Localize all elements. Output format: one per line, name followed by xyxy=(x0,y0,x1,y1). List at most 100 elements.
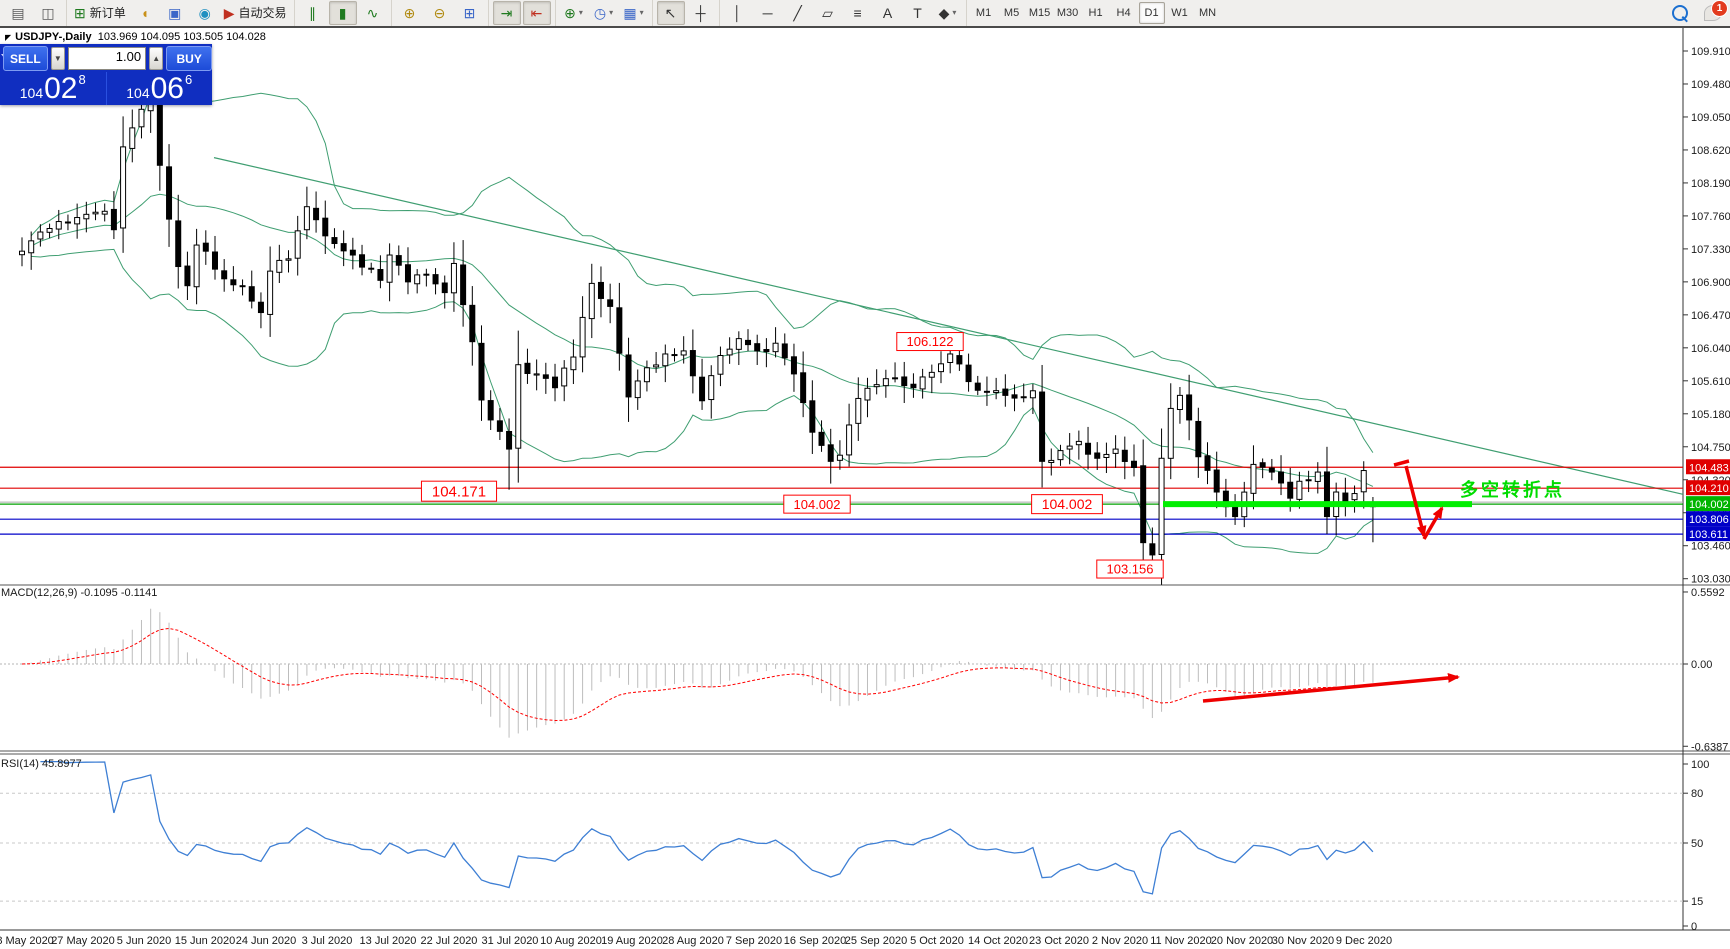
price-annotation-box[interactable]: 104.002 xyxy=(783,494,851,514)
svg-text:104.002: 104.002 xyxy=(794,497,841,512)
svg-text:31 Jul 2020: 31 Jul 2020 xyxy=(482,935,539,947)
templates-icon[interactable]: ▦ ▾ xyxy=(623,5,644,21)
svg-text:18 May 2020: 18 May 2020 xyxy=(0,935,54,947)
svg-text:107.330: 107.330 xyxy=(1691,244,1730,256)
svg-text:104.002: 104.002 xyxy=(1042,496,1093,512)
vertical-line-icon[interactable]: │ xyxy=(733,5,742,21)
zoom-out-icon[interactable]: ⊖ xyxy=(433,5,446,21)
crosshair-icon[interactable]: ┼ xyxy=(695,5,706,21)
volume-increase-button[interactable]: ▲ xyxy=(149,47,164,70)
data-window-icon[interactable]: ◫ xyxy=(41,5,55,21)
toolbar: ▤ ◫ ⊞ 新订单 ◖ ▣ ◉ ▶ 自动交易 ∥ ▮ ∿ ⊕ ⊖ ⊞ ⇥ ⇤ ⊕ ▾ ◷ ▾ ▦ ▾ ↖ ┼ │ ─ ╱ ▱ ≡ A T ◆ ▾ M… xyxy=(0,0,1730,28)
price-annotation-box[interactable]: 106.122 xyxy=(896,332,964,352)
timeframe-button-mn[interactable]: MN xyxy=(1198,7,1217,19)
rsi-line xyxy=(40,760,1374,895)
svg-text:109.050: 109.050 xyxy=(1691,112,1730,124)
equidistant-channel-icon[interactable]: ▱ xyxy=(822,5,833,21)
red-arrow-annotations[interactable] xyxy=(1202,459,1460,703)
svg-text:15: 15 xyxy=(1691,896,1703,908)
svg-text:5 Jun 2020: 5 Jun 2020 xyxy=(117,935,171,947)
timeframe-button-h1[interactable]: H1 xyxy=(1088,7,1103,19)
chart-symbol-label: USDJPY-,Daily xyxy=(15,31,92,43)
svg-text:16 Sep 2020: 16 Sep 2020 xyxy=(784,935,846,947)
price-annotation-box[interactable]: 104.002 xyxy=(1031,494,1103,515)
zoom-in-icon[interactable]: ⊕ xyxy=(403,5,416,21)
sell-price[interactable]: 104 02 8 xyxy=(0,72,107,105)
sell-button[interactable]: SELL xyxy=(3,46,48,71)
chart-title: ◤ USDJPY-,Daily 103.969 104.095 103.505 1… xyxy=(5,31,266,43)
svg-text:104.171: 104.171 xyxy=(432,484,486,501)
timeframe-button-m5[interactable]: M5 xyxy=(1003,7,1020,19)
notification-badge: 1 xyxy=(1711,0,1728,17)
svg-text:105.610: 105.610 xyxy=(1691,376,1730,388)
expert-advisors-icon[interactable]: ▣ xyxy=(168,5,182,21)
buy-price[interactable]: 104 06 6 xyxy=(126,72,193,105)
horizontal-line-icon[interactable]: ─ xyxy=(762,5,773,21)
new-order-button[interactable]: ⊞ 新订单 xyxy=(74,5,126,21)
notification-icon[interactable]: 1 xyxy=(1704,0,1728,21)
price-annotation-box[interactable]: 103.156 xyxy=(1096,559,1164,579)
periods-icon[interactable]: ◷ ▾ xyxy=(593,5,614,21)
text-icon[interactable]: A xyxy=(882,5,893,21)
bollinger-bands xyxy=(30,92,1374,554)
arrows-icon[interactable]: ◆ ▾ xyxy=(938,5,957,21)
alerts-icon[interactable]: ◖ xyxy=(140,5,149,21)
svg-text:2 Nov 2020: 2 Nov 2020 xyxy=(1092,935,1148,947)
svg-text:104.002: 104.002 xyxy=(1689,499,1729,511)
volume-input[interactable]: 1.00 xyxy=(68,47,147,70)
chart-shift-icon[interactable]: ⇤ xyxy=(522,1,551,25)
volume-decrease-button[interactable]: ▼ xyxy=(50,47,65,70)
tile-windows-icon[interactable]: ⊞ xyxy=(463,5,476,21)
svg-text:106.040: 106.040 xyxy=(1691,343,1730,355)
svg-text:108.620: 108.620 xyxy=(1691,145,1730,157)
chart-ohlc-values: 103.969 104.095 103.505 104.028 xyxy=(97,31,266,43)
svg-text:107.760: 107.760 xyxy=(1691,211,1730,223)
price-annotation-box[interactable]: 104.171 xyxy=(420,480,498,502)
timeframe-button-w1[interactable]: W1 xyxy=(1171,7,1188,19)
svg-text:106.122: 106.122 xyxy=(907,334,954,349)
auto-trading-button[interactable]: ▶ 自动交易 xyxy=(223,5,287,21)
candlestick-chart-icon[interactable]: ▮ xyxy=(328,1,357,25)
svg-text:27 May 2020: 27 May 2020 xyxy=(51,935,115,947)
timeframe-button-m15[interactable]: M15 xyxy=(1028,7,1051,19)
svg-text:-0.6387: -0.6387 xyxy=(1691,741,1728,753)
timeframe-button-m30[interactable]: M30 xyxy=(1056,7,1079,19)
svg-text:10 Aug 2020: 10 Aug 2020 xyxy=(540,935,602,947)
fibonacci-icon[interactable]: ≡ xyxy=(853,5,862,21)
svg-text:22 Jul 2020: 22 Jul 2020 xyxy=(421,935,478,947)
svg-text:109.480: 109.480 xyxy=(1691,79,1730,91)
turning-point-annotation[interactable]: 多空转折点 xyxy=(1460,479,1565,500)
bar-chart-icon[interactable]: ∥ xyxy=(309,5,317,21)
trendline-icon[interactable]: ╱ xyxy=(793,5,802,21)
chart-window-icon[interactable]: ▤ xyxy=(11,5,25,21)
axis-price-label: 103.611 xyxy=(1686,526,1730,542)
svg-text:30 Nov 2020: 30 Nov 2020 xyxy=(1272,935,1334,947)
timeframe-button-h4[interactable]: H4 xyxy=(1116,7,1131,19)
svg-text:103.806: 103.806 xyxy=(1689,514,1729,526)
axis-price-label: 104.210 xyxy=(1686,480,1730,496)
macd-histogram xyxy=(30,608,1374,738)
descending-trendline[interactable] xyxy=(213,157,1684,495)
signals-icon[interactable]: ◉ xyxy=(198,5,211,21)
axis-price-label: 104.483 xyxy=(1686,459,1730,475)
indicators-icon[interactable]: ⊕ ▾ xyxy=(564,5,583,21)
dropdown-arrow-icon[interactable]: ▾ xyxy=(639,8,644,17)
search-icon[interactable] xyxy=(1672,5,1688,21)
line-chart-icon[interactable]: ∿ xyxy=(366,5,379,21)
text-label-icon[interactable]: T xyxy=(913,5,922,21)
svg-text:25 Sep 2020: 25 Sep 2020 xyxy=(845,935,907,947)
auto-scroll-icon[interactable]: ⇥ xyxy=(492,1,521,25)
dropdown-arrow-icon[interactable]: ▾ xyxy=(609,8,614,17)
timeframe-button-d1[interactable]: D1 xyxy=(1138,2,1165,24)
svg-text:28 Aug 2020: 28 Aug 2020 xyxy=(662,935,724,947)
cursor-icon[interactable]: ↖ xyxy=(656,1,685,25)
dropdown-arrow-icon[interactable]: ▾ xyxy=(578,8,583,17)
svg-text:24 Jun 2020: 24 Jun 2020 xyxy=(236,935,297,947)
timeframe-button-m1[interactable]: M1 xyxy=(975,7,992,19)
buy-button[interactable]: BUY xyxy=(166,46,212,71)
dropdown-arrow-icon[interactable]: ▾ xyxy=(952,8,957,17)
svg-text:109.910: 109.910 xyxy=(1691,46,1730,58)
svg-text:103.611: 103.611 xyxy=(1689,529,1728,541)
